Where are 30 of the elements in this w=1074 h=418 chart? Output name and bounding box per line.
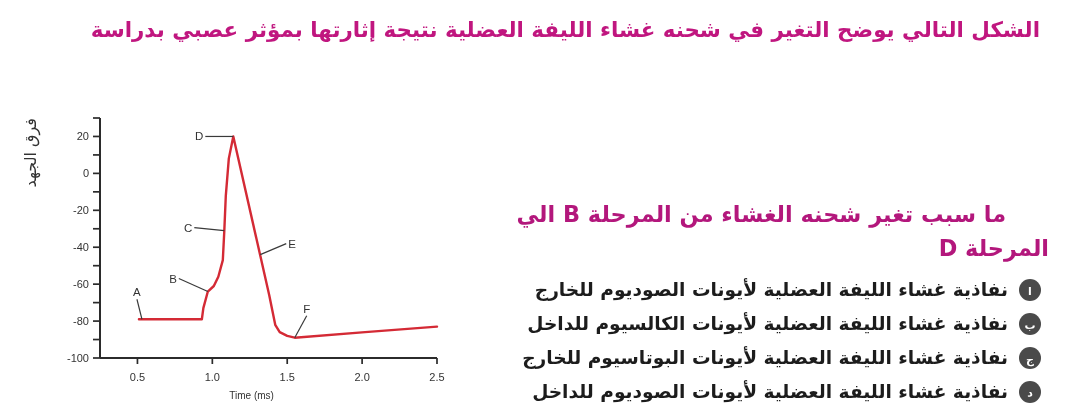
y-tick-label: 20 xyxy=(76,130,89,143)
text: ب xyxy=(1024,318,1036,332)
y-tick-label: -40 xyxy=(73,241,89,254)
x-tick-label: 1.0 xyxy=(204,371,220,383)
annotation: C xyxy=(184,221,193,234)
annotation: F xyxy=(303,302,311,315)
text: الشكل التالي يوضح التغير في شحنه غشاء الليفة العضلية نتيجة إثارتها بمؤثر عصبي بدراسة xyxy=(90,16,1040,44)
y-tick-label: -20 xyxy=(73,204,89,217)
x-tick-label: 2.0 xyxy=(354,371,370,383)
text: نفاذية غشاء الليفة العضلية لأيونات البوتاسيوم للخارج xyxy=(522,345,1008,371)
text: ما سبب تغير شحنه الغشاء من المرحلة B الي المرحلة D xyxy=(515,200,1049,264)
x-tick-label: 2.5 xyxy=(429,371,445,383)
text: نفاذية غشاء الليفة العضلية لأيونات الكالسيوم للداخل xyxy=(527,311,1008,337)
annotation: A xyxy=(133,286,142,299)
y-tick-label: -80 xyxy=(73,315,89,328)
y-tick-label: -100 xyxy=(66,352,89,364)
annotation: B xyxy=(169,272,178,285)
y-axis-title: فرق الجهد xyxy=(20,118,41,188)
text: ا xyxy=(1028,284,1032,298)
x-tick-label: 1.5 xyxy=(279,371,295,383)
text: نفاذية غشاء الليفة العضلية لأيونات الصوديوم للخارج xyxy=(534,277,1008,303)
y-tick-label: 0 xyxy=(82,167,89,180)
annotation: D xyxy=(194,130,204,143)
y-tick-label: -60 xyxy=(73,278,89,291)
x-tick-label: 0.5 xyxy=(129,371,146,383)
text: نفاذية غشاء الليفة العضلية لأيونات الصوديوم للداخل xyxy=(532,379,1008,405)
text: ج xyxy=(1026,352,1035,367)
x-axis-title: Time (ms) xyxy=(229,389,274,401)
annotation: E xyxy=(288,237,297,250)
text: د xyxy=(1027,386,1034,400)
